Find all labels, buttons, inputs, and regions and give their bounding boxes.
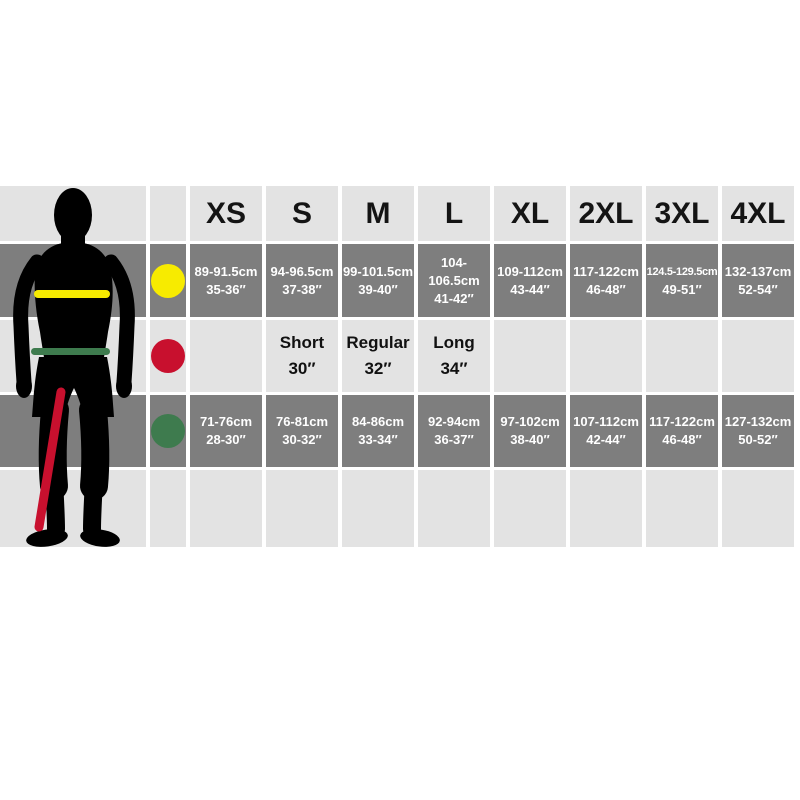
leg-label: Regular [346, 333, 410, 352]
cm-value: 84-86cm [351, 414, 405, 429]
inch-value: 28-30″ [206, 432, 246, 447]
chest-xl-cell: 109-112cm 43-44″ [494, 244, 566, 317]
chest-dot-icon [151, 263, 185, 298]
cm-value: 99-101.5cm [342, 263, 414, 279]
leg-length: 32″ [364, 359, 392, 378]
cm-value: 117-122cm [649, 414, 715, 429]
dot-header-cell [150, 186, 186, 241]
spacer-cell [570, 470, 642, 547]
size-header-xs: XS [190, 186, 262, 241]
waist-3xl-cell: 117-122cm 46-48″ [646, 395, 718, 467]
inside-leg-2xl-cell [570, 320, 642, 392]
inch-value: 41-42″ [434, 290, 474, 306]
leg-length: 34″ [440, 359, 468, 378]
size-chart-table: XS S M L XL 2XL 3XL 4XL 89-91.5cm 35-36″… [0, 186, 794, 547]
cm-value: 89-91.5cm [194, 263, 258, 279]
size-header-s: S [266, 186, 338, 241]
cm-value: 132-137cm [724, 263, 792, 279]
chest-m-cell: 99-101.5cm 39-40″ [342, 244, 414, 317]
cm-value: 117-122cm [573, 263, 639, 279]
chest-s-cell: 94-96.5cm 37-38″ [266, 244, 338, 317]
inch-value: 43-44″ [510, 281, 550, 297]
inch-value: 46-48″ [586, 281, 626, 297]
inch-value: 42-44″ [586, 432, 626, 447]
figure-band-waist [0, 395, 146, 467]
waist-s-cell: 76-81cm 30-32″ [266, 395, 338, 467]
spacer-cell [342, 470, 414, 547]
spacer-cell [190, 470, 262, 547]
waist-xl-cell: 97-102cm 38-40″ [494, 395, 566, 467]
chest-l-cell: 104-106.5cm 41-42″ [418, 244, 490, 317]
inside-leg-m-cell: Regular 32″ [342, 320, 414, 392]
cm-value: 107-112cm [573, 414, 639, 429]
waist-dot-icon [151, 414, 185, 448]
cm-value: 127-132cm [724, 414, 792, 429]
waist-l-cell: 92-94cm 36-37″ [418, 395, 490, 467]
leg-label: Long [433, 333, 475, 352]
spacer-cell [418, 470, 490, 547]
inch-value: 35-36″ [206, 281, 246, 297]
size-header-3xl: 3XL [646, 186, 718, 241]
chest-3xl-cell: 124.5-129.5cm 49-51″ [646, 244, 718, 317]
leg-length: 30″ [288, 359, 316, 378]
cm-value: 76-81cm [275, 414, 329, 429]
inch-value: 52-54″ [738, 281, 778, 297]
inside-leg-dot-cell [150, 320, 186, 392]
leg-label: Short [279, 333, 325, 352]
inside-leg-xl-cell [494, 320, 566, 392]
inch-value: 38-40″ [510, 432, 550, 447]
cm-value: 124.5-129.5cm [646, 265, 718, 278]
waist-2xl-cell: 107-112cm 42-44″ [570, 395, 642, 467]
cm-value: 94-96.5cm [270, 263, 334, 279]
chest-xs-cell: 89-91.5cm 35-36″ [190, 244, 262, 317]
cm-value: 97-102cm [500, 414, 560, 429]
cm-value: 92-94cm [427, 414, 481, 429]
spacer-cell [722, 470, 794, 547]
inch-value: 30-32″ [282, 432, 322, 447]
figure-band-chest [0, 244, 146, 317]
inside-leg-l-cell: Long 34″ [418, 320, 490, 392]
inside-leg-dot-icon [151, 339, 185, 373]
cm-value: 109-112cm [497, 263, 563, 279]
chest-2xl-cell: 117-122cm 46-48″ [570, 244, 642, 317]
cm-value: 71-76cm [199, 414, 253, 429]
size-header-2xl: 2XL [570, 186, 642, 241]
spacer-dot-cell [150, 470, 186, 547]
inch-value: 33-34″ [358, 432, 398, 447]
size-header-4xl: 4XL [722, 186, 794, 241]
waist-m-cell: 84-86cm 33-34″ [342, 395, 414, 467]
inch-value: 37-38″ [282, 281, 322, 297]
chest-dot-cell [150, 244, 186, 317]
waist-dot-cell [150, 395, 186, 467]
inside-leg-3xl-cell [646, 320, 718, 392]
chest-4xl-cell: 132-137cm 52-54″ [722, 244, 794, 317]
spacer-cell [646, 470, 718, 547]
inch-value: 36-37″ [434, 432, 474, 447]
waist-xs-cell: 71-76cm 28-30″ [190, 395, 262, 467]
inch-value: 50-52″ [738, 432, 778, 447]
waist-4xl-cell: 127-132cm 50-52″ [722, 395, 794, 467]
figure-header-cell [0, 186, 146, 241]
size-header-l: L [418, 186, 490, 241]
inch-value: 46-48″ [662, 432, 702, 447]
inch-value: 49-51″ [662, 281, 702, 297]
size-header-m: M [342, 186, 414, 241]
inside-leg-4xl-cell [722, 320, 794, 392]
figure-band-inside-leg [0, 320, 146, 392]
inside-leg-xs-cell [190, 320, 262, 392]
inch-value: 39-40″ [358, 281, 398, 297]
cm-value: 104-106.5cm [428, 254, 480, 288]
spacer-cell [266, 470, 338, 547]
figure-band-spacer [0, 470, 146, 547]
spacer-cell [494, 470, 566, 547]
inside-leg-s-cell: Short 30″ [266, 320, 338, 392]
size-header-xl: XL [494, 186, 566, 241]
